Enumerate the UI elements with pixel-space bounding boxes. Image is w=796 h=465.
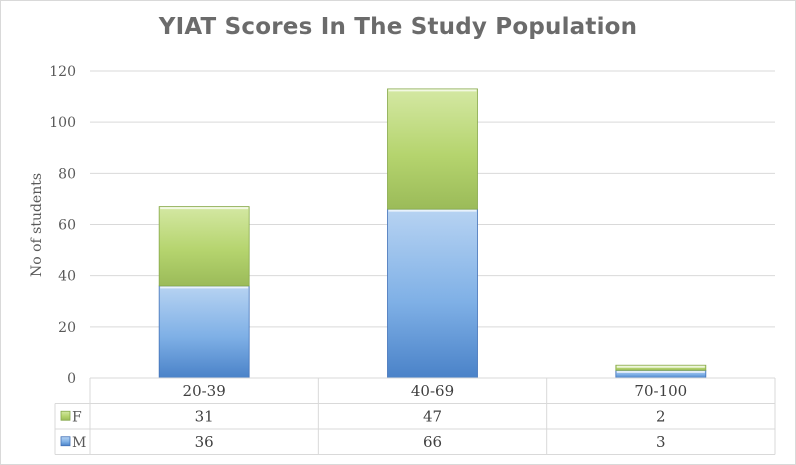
data-label-F-40-69: 47 [423, 407, 442, 425]
bar-F-20-39 [158, 206, 250, 287]
data-label-F-70-100: 2 [656, 407, 666, 425]
y-axis-label: No of students [29, 173, 45, 277]
x-tick-label: 70-100 [634, 382, 687, 400]
x-tick-label: 20-39 [183, 382, 226, 400]
y-tick-label: 120 [49, 64, 76, 80]
x-tick-label: 40-69 [411, 382, 454, 400]
bar-M-40-69 [387, 208, 478, 379]
bar-F-40-69 [387, 88, 478, 210]
y-tick-label: 20 [58, 320, 76, 336]
y-tick-label: 60 [58, 218, 76, 234]
bar-F-70-100 [615, 364, 707, 371]
data-label-M-40-69: 66 [423, 433, 442, 451]
legend-label-M: M [72, 435, 86, 451]
data-label-M-70-100: 3 [656, 433, 666, 451]
y-tick-label: 0 [67, 371, 76, 387]
y-tick-label: 100 [49, 115, 76, 131]
bar-M-20-39 [158, 285, 250, 379]
y-tick-label: 40 [58, 269, 76, 285]
legend-label-F: F [72, 409, 82, 425]
data-label-F-20-39: 31 [195, 407, 214, 425]
chart-title: YIAT Scores In The Study Population [158, 14, 638, 40]
data-label-M-20-39: 36 [195, 433, 214, 451]
y-tick-label: 80 [58, 166, 76, 182]
legend-key-F [60, 410, 71, 421]
legend-key-M [60, 436, 71, 447]
